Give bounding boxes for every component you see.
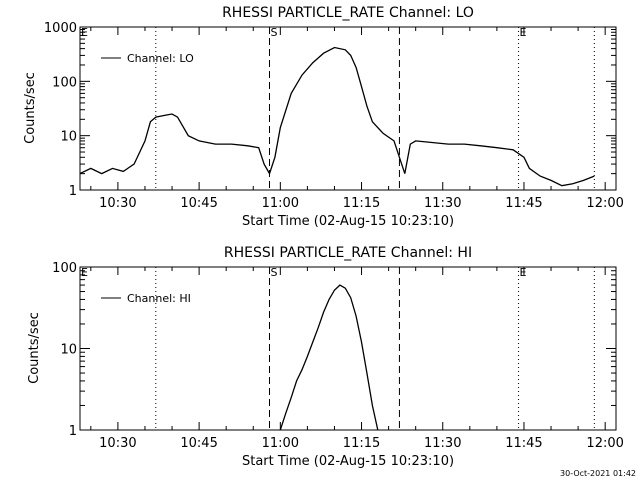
panel-lo-axes-frame [79,26,617,191]
panel-hi-y-ticks: 1 10 100 [52,261,616,439]
panel-lo-ylabel: Counts/sec [23,72,38,144]
panel-hi: RHESSI PARTICLE_RATE Channel: HI 10:30 10… [27,245,624,469]
panel-hi-ylabel: Counts/sec [27,312,42,384]
event-marker-label: E [81,266,88,279]
x-tick-label: 11:00 [262,196,299,211]
panel-hi-xlabel: Start Time (02-Aug-15 10:23:10) [242,454,454,469]
x-tick-label: 11:15 [343,436,380,451]
event-marker-label: S [270,26,277,39]
panel-hi-title: RHESSI PARTICLE_RATE Channel: HI [224,245,472,261]
event-marker-label: S [270,266,277,279]
x-tick-label: 11:15 [343,196,380,211]
x-tick-label: 11:45 [505,436,542,451]
legend-label-hi: Channel: HI [127,292,191,305]
series-line [79,46,595,187]
event-marker-label: E [520,266,527,279]
x-tick-label: 10:45 [180,196,217,211]
y-tick-label: 10 [60,343,77,358]
footer-timestamp: 30-Oct-2021 01:42 [560,469,636,478]
panel-lo-xlabel: Start Time (02-Aug-15 10:23:10) [242,214,454,229]
panel-lo-y-ticks: 1 10 100 1000 [44,21,616,199]
panel-lo-x-ticks: 10:30 10:45 11:00 11:15 11:30 11:45 12:00 [90,27,624,211]
panel-hi-legend: Channel: HI [101,292,191,305]
panel-lo-title: RHESSI PARTICLE_RATE Channel: LO [222,5,474,21]
x-tick-label: 11:30 [424,436,461,451]
series-line [279,284,379,431]
panel-hi-series [279,284,379,431]
y-tick-label: 100 [52,75,77,90]
event-marker-label: E [81,26,88,39]
event-marker-label: E [520,26,527,39]
panel-lo-legend: Channel: LO [101,52,194,65]
y-tick-label: 1000 [44,21,77,36]
x-tick-label: 12:00 [586,436,623,451]
x-tick-label: 10:30 [99,436,136,451]
panel-lo: RHESSI PARTICLE_RATE Channel: LO 10:30 10… [23,5,624,229]
panel-lo-series [79,46,595,187]
x-tick-label: 10:45 [180,436,217,451]
y-tick-label: 10 [60,130,77,145]
y-tick-label: 100 [52,261,77,276]
y-tick-label: 1 [69,424,77,439]
x-tick-label: 10:30 [99,196,136,211]
x-tick-label: 12:00 [586,196,623,211]
x-tick-label: 11:45 [505,196,542,211]
x-tick-label: 11:30 [424,196,461,211]
x-tick-label: 11:00 [262,436,299,451]
legend-label-lo: Channel: LO [127,52,194,65]
y-tick-label: 1 [69,184,77,199]
panel-hi-x-ticks: 10:30 10:45 11:00 11:15 11:30 11:45 12:00 [90,267,624,451]
